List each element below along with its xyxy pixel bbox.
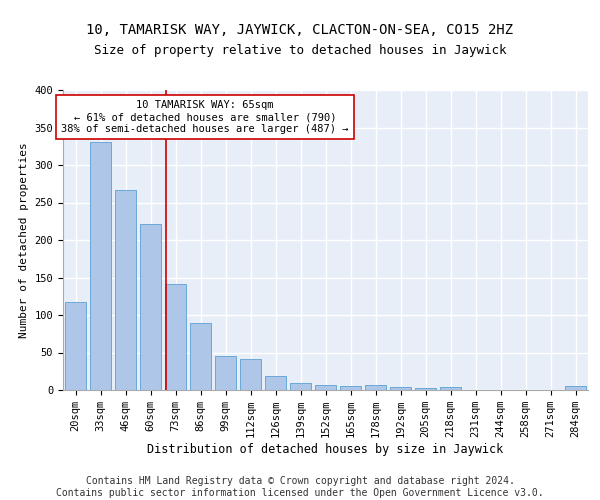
Bar <box>340 386 361 390</box>
Bar <box>240 359 261 390</box>
Bar <box>215 356 236 390</box>
Bar <box>65 302 86 390</box>
Bar <box>440 387 461 390</box>
Bar <box>415 388 436 390</box>
X-axis label: Distribution of detached houses by size in Jaywick: Distribution of detached houses by size … <box>148 443 503 456</box>
Bar <box>165 284 186 390</box>
Y-axis label: Number of detached properties: Number of detached properties <box>19 142 29 338</box>
Text: Size of property relative to detached houses in Jaywick: Size of property relative to detached ho… <box>94 44 506 57</box>
Bar <box>315 385 336 390</box>
Text: 10 TAMARISK WAY: 65sqm
← 61% of detached houses are smaller (790)
38% of semi-de: 10 TAMARISK WAY: 65sqm ← 61% of detached… <box>61 100 349 134</box>
Text: 10, TAMARISK WAY, JAYWICK, CLACTON-ON-SEA, CO15 2HZ: 10, TAMARISK WAY, JAYWICK, CLACTON-ON-SE… <box>86 22 514 36</box>
Bar <box>140 224 161 390</box>
Bar <box>115 190 136 390</box>
Bar <box>290 382 311 390</box>
Bar <box>190 322 211 390</box>
Bar <box>390 387 411 390</box>
Bar <box>565 386 586 390</box>
Bar <box>265 376 286 390</box>
Bar <box>365 385 386 390</box>
Bar <box>90 142 111 390</box>
Text: Contains HM Land Registry data © Crown copyright and database right 2024.
Contai: Contains HM Land Registry data © Crown c… <box>56 476 544 498</box>
